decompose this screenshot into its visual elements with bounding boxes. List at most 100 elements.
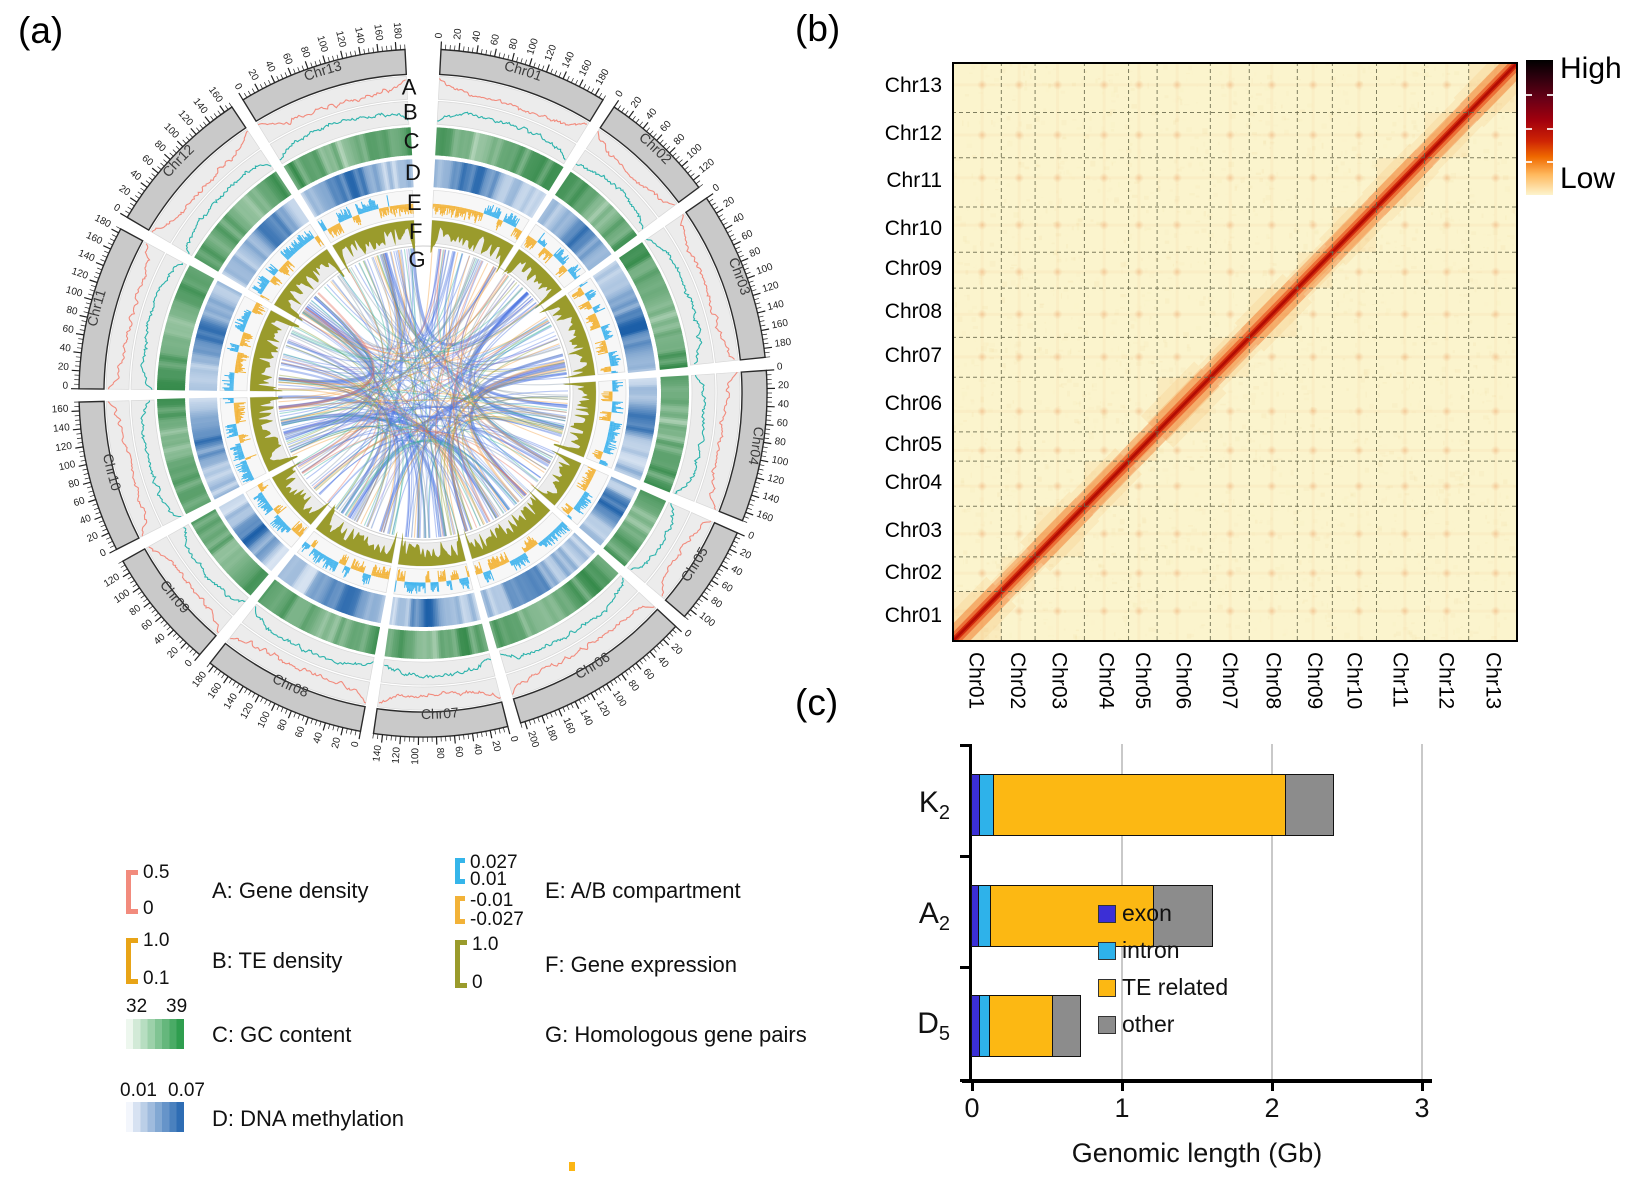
heatmap-col-label: Chr04 [1094, 652, 1118, 710]
colorbar-tick [1526, 127, 1532, 130]
legend-text: other [1122, 1011, 1175, 1037]
colorbar-tick [1526, 93, 1532, 96]
svg-text:0: 0 [614, 88, 626, 99]
x-tick-label: 3 [1414, 1093, 1430, 1123]
y-axis-tick[interactable] [960, 744, 970, 747]
stray-mark [569, 1162, 575, 1171]
heatmap-col-label: Chr05 [1130, 652, 1154, 710]
legend-min-expression: 0 [472, 972, 483, 993]
track-letter-F: F [409, 219, 422, 244]
svg-text:80: 80 [625, 678, 641, 694]
svg-text:20: 20 [629, 95, 645, 111]
bar-segment-intron [977, 884, 991, 947]
legend-label-expression: F: Gene expression [545, 952, 737, 977]
x-tick-label: 1 [1114, 1093, 1130, 1123]
svg-text:120: 120 [391, 746, 403, 764]
legend-max-gene-density: 0.5 [143, 862, 170, 883]
heatmap-col-label: Chr11 [1388, 652, 1412, 708]
legend-swatch [1098, 1015, 1116, 1034]
legend-item-other: other [1098, 1011, 1174, 1038]
svg-text:80: 80 [672, 132, 688, 148]
colorbar-tick [1547, 161, 1553, 164]
svg-text:Chr04: Chr04 [745, 426, 767, 467]
gridline[interactable] [1421, 744, 1423, 1079]
track-letter-C: C [404, 128, 420, 153]
heatmap-col-label: Chr12 [1434, 652, 1458, 710]
svg-text:140: 140 [560, 50, 577, 70]
legend-bracket-te-density [126, 938, 138, 984]
legend-pos-min-compartment: 0.01 [470, 869, 507, 890]
svg-text:20: 20 [738, 547, 753, 562]
legend-bracket-compartment-neg [455, 896, 465, 924]
legend-item-exon: exon [1098, 900, 1172, 927]
svg-text:100: 100 [58, 459, 77, 473]
track-letter-E: E [407, 190, 422, 215]
x-axis[interactable] [962, 1079, 1432, 1083]
svg-text:100: 100 [314, 34, 329, 54]
svg-text:100: 100 [755, 261, 775, 277]
panel-c-label: (c) [795, 682, 839, 723]
track-letter-B: B [403, 99, 418, 124]
x-axis-tick[interactable] [1420, 1083, 1424, 1091]
svg-text:80: 80 [67, 477, 81, 491]
svg-text:0: 0 [350, 740, 362, 748]
svg-text:20: 20 [722, 195, 738, 210]
x-tick-label: 0 [964, 1093, 980, 1123]
svg-text:0: 0 [62, 381, 68, 392]
svg-text:160: 160 [206, 681, 225, 701]
svg-text:60: 60 [489, 33, 502, 47]
svg-text:160: 160 [371, 23, 384, 41]
y-axis-tick[interactable] [960, 855, 970, 858]
legend-text: intron [1122, 937, 1180, 963]
svg-text:100: 100 [256, 710, 273, 730]
svg-text:60: 60 [72, 495, 86, 509]
svg-text:40: 40 [644, 106, 660, 122]
x-axis-tick[interactable] [1120, 1083, 1124, 1091]
svg-text:0: 0 [777, 361, 784, 372]
heatmap-row-label: Chr02 [884, 561, 942, 585]
heatmap-col-label: Chr09 [1302, 652, 1326, 710]
y-axis[interactable] [969, 744, 972, 1081]
heatmap-row-label: Chr11 [886, 169, 942, 193]
heatmap-col-label: Chr10 [1342, 652, 1366, 710]
legend-label-meth: D: DNA methylation [212, 1106, 404, 1131]
svg-text:60: 60 [641, 667, 657, 683]
svg-text:80: 80 [507, 37, 521, 51]
svg-text:100: 100 [685, 142, 705, 162]
heatmap-col-label: Chr06 [1171, 652, 1195, 710]
svg-text:60: 60 [139, 617, 155, 633]
svg-text:Chr07: Chr07 [421, 704, 460, 722]
bar-D5 [971, 995, 1081, 1057]
svg-text:60: 60 [62, 323, 75, 336]
colorbar-tick [1547, 127, 1553, 130]
svg-text:200: 200 [525, 730, 541, 750]
svg-text:100: 100 [64, 285, 83, 300]
x-tick-label: 2 [1264, 1093, 1280, 1123]
legend-min-te-density: 0.1 [143, 968, 170, 989]
heatmap-row-label: Chr06 [884, 391, 942, 415]
svg-text:160: 160 [206, 85, 225, 105]
colorbar-high-label: High [1560, 52, 1622, 85]
svg-text:100: 100 [610, 689, 628, 709]
bar-segment-TE-related [993, 774, 1286, 836]
track-letter-G: G [408, 247, 425, 272]
svg-text:80: 80 [65, 305, 79, 318]
svg-text:0: 0 [232, 82, 245, 93]
svg-text:20: 20 [245, 68, 260, 83]
y-axis-tick[interactable] [960, 966, 970, 969]
svg-text:40: 40 [128, 168, 144, 184]
legend-max-expression: 1.0 [472, 934, 499, 955]
gridline[interactable] [1271, 744, 1273, 1079]
svg-text:160: 160 [755, 509, 775, 525]
legend-min-meth: 0.01 [120, 1080, 157, 1101]
legend-gradient-meth [126, 1102, 184, 1132]
svg-text:80: 80 [128, 603, 144, 619]
category-label-A2: A2 [918, 896, 950, 935]
svg-text:100: 100 [112, 587, 132, 606]
x-axis-tick[interactable] [1270, 1083, 1274, 1091]
svg-text:0: 0 [711, 182, 722, 194]
svg-text:120: 120 [543, 43, 559, 63]
bar-K2 [971, 774, 1334, 836]
x-axis-tick[interactable] [970, 1083, 974, 1091]
heatmap-col-label: Chr13 [1481, 652, 1505, 710]
